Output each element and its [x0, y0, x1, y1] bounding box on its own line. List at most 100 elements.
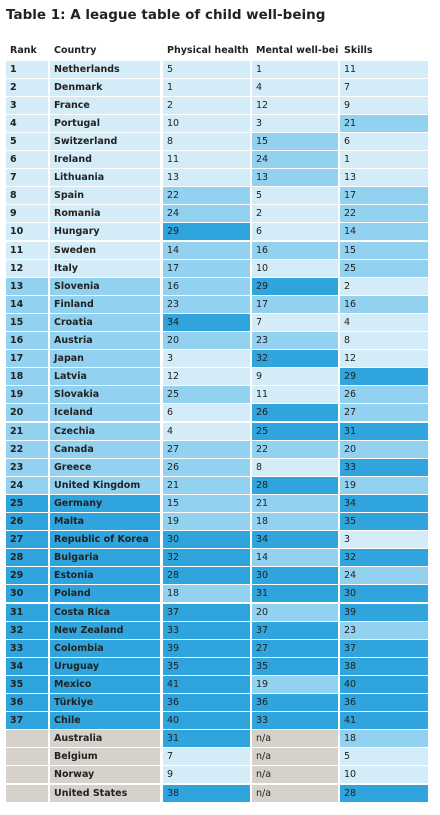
- mental-cell: n/a: [252, 730, 338, 748]
- physical-cell: 31: [163, 730, 250, 748]
- mental-cell: 30: [252, 567, 338, 585]
- rank-cell: 4: [6, 114, 48, 132]
- skills-cell: 4: [340, 313, 428, 331]
- skills-cell: 36: [340, 694, 428, 712]
- column-header: Mental well-being: [256, 44, 338, 56]
- mental-cell: 21: [252, 494, 338, 512]
- mental-cell: 20: [252, 603, 338, 621]
- skills-cell: 18: [340, 730, 428, 748]
- mental-cell: 9: [252, 368, 338, 386]
- rank-cell: 25: [6, 494, 48, 512]
- rank-cell: 31: [6, 603, 48, 621]
- country-cell: Canada: [50, 440, 160, 458]
- country-cell: Norway: [50, 766, 160, 784]
- skills-cell: 3: [340, 531, 428, 549]
- skills-cell: 29: [340, 368, 428, 386]
- rank-cell: 30: [6, 585, 48, 603]
- skills-cell: 27: [340, 404, 428, 422]
- skills-cell: 20: [340, 440, 428, 458]
- country-cell: Slovakia: [50, 386, 160, 404]
- rank-cell: 36: [6, 694, 48, 712]
- country-cell: Republic of Korea: [50, 531, 160, 549]
- mental-cell: 7: [252, 313, 338, 331]
- mental-cell: 25: [252, 422, 338, 440]
- skills-cell: 40: [340, 675, 428, 693]
- skills-cell: 11: [340, 60, 428, 78]
- mental-cell: 14: [252, 549, 338, 567]
- country-cell: Ireland: [50, 151, 160, 169]
- mental-cell: 36: [252, 694, 338, 712]
- physical-cell: 16: [163, 277, 250, 295]
- mental-cell: 22: [252, 440, 338, 458]
- rank-cell: 13: [6, 277, 48, 295]
- mental-cell: 32: [252, 350, 338, 368]
- skills-cell: 23: [340, 621, 428, 639]
- skills-cell: 22: [340, 205, 428, 223]
- physical-cell: 15: [163, 494, 250, 512]
- physical-cell: 12: [163, 368, 250, 386]
- skills-cell: 31: [340, 422, 428, 440]
- physical-cell: 33: [163, 621, 250, 639]
- skills-cell: 25: [340, 259, 428, 277]
- skills-cell: 35: [340, 513, 428, 531]
- physical-cell: 38: [163, 784, 250, 802]
- country-cell: Switzerland: [50, 132, 160, 150]
- mental-cell: n/a: [252, 784, 338, 802]
- physical-cell: 10: [163, 114, 250, 132]
- rank-cell: 28: [6, 549, 48, 567]
- country-cell: Denmark: [50, 78, 160, 96]
- skills-cell: 28: [340, 784, 428, 802]
- skills-cell: 30: [340, 585, 428, 603]
- rank-cell: 11: [6, 241, 48, 259]
- country-cell: New Zealand: [50, 621, 160, 639]
- physical-cell: 36: [163, 694, 250, 712]
- country-cell: Costa Rica: [50, 603, 160, 621]
- physical-cell: 40: [163, 712, 250, 730]
- rank-cell: 34: [6, 657, 48, 675]
- skills-cell: 17: [340, 187, 428, 205]
- mental-cell: 1: [252, 60, 338, 78]
- country-cell: Austria: [50, 332, 160, 350]
- mental-cell: 13: [252, 169, 338, 187]
- physical-cell: 37: [163, 603, 250, 621]
- physical-cell: 35: [163, 657, 250, 675]
- column-header: Rank: [10, 44, 37, 56]
- physical-cell: 1: [163, 78, 250, 96]
- rank-cell: 12: [6, 259, 48, 277]
- mental-cell: 35: [252, 657, 338, 675]
- mental-cell: 16: [252, 241, 338, 259]
- country-cell: Sweden: [50, 241, 160, 259]
- country-cell: Australia: [50, 730, 160, 748]
- mental-cell: 17: [252, 295, 338, 313]
- physical-cell: 30: [163, 531, 250, 549]
- physical-cell: 39: [163, 639, 250, 657]
- physical-cell: 22: [163, 187, 250, 205]
- physical-cell: 8: [163, 132, 250, 150]
- physical-cell: 25: [163, 386, 250, 404]
- physical-cell: 34: [163, 313, 250, 331]
- physical-cell: 4: [163, 422, 250, 440]
- skills-cell: 39: [340, 603, 428, 621]
- mental-cell: n/a: [252, 748, 338, 766]
- physical-cell: 5: [163, 60, 250, 78]
- country-cell: Czechia: [50, 422, 160, 440]
- mental-cell: 37: [252, 621, 338, 639]
- physical-cell: 18: [163, 585, 250, 603]
- country-cell: Chile: [50, 712, 160, 730]
- physical-cell: 27: [163, 440, 250, 458]
- mental-cell: 6: [252, 223, 338, 241]
- rank-cell: 29: [6, 567, 48, 585]
- rank-cell: 15: [6, 313, 48, 331]
- country-cell: Mexico: [50, 675, 160, 693]
- skills-cell: 9: [340, 96, 428, 114]
- physical-cell: 21: [163, 476, 250, 494]
- physical-cell: 19: [163, 513, 250, 531]
- mental-cell: 11: [252, 386, 338, 404]
- mental-cell: 26: [252, 404, 338, 422]
- rank-cell: 37: [6, 712, 48, 730]
- skills-cell: 32: [340, 549, 428, 567]
- mental-cell: 3: [252, 114, 338, 132]
- mental-cell: 5: [252, 187, 338, 205]
- physical-cell: 14: [163, 241, 250, 259]
